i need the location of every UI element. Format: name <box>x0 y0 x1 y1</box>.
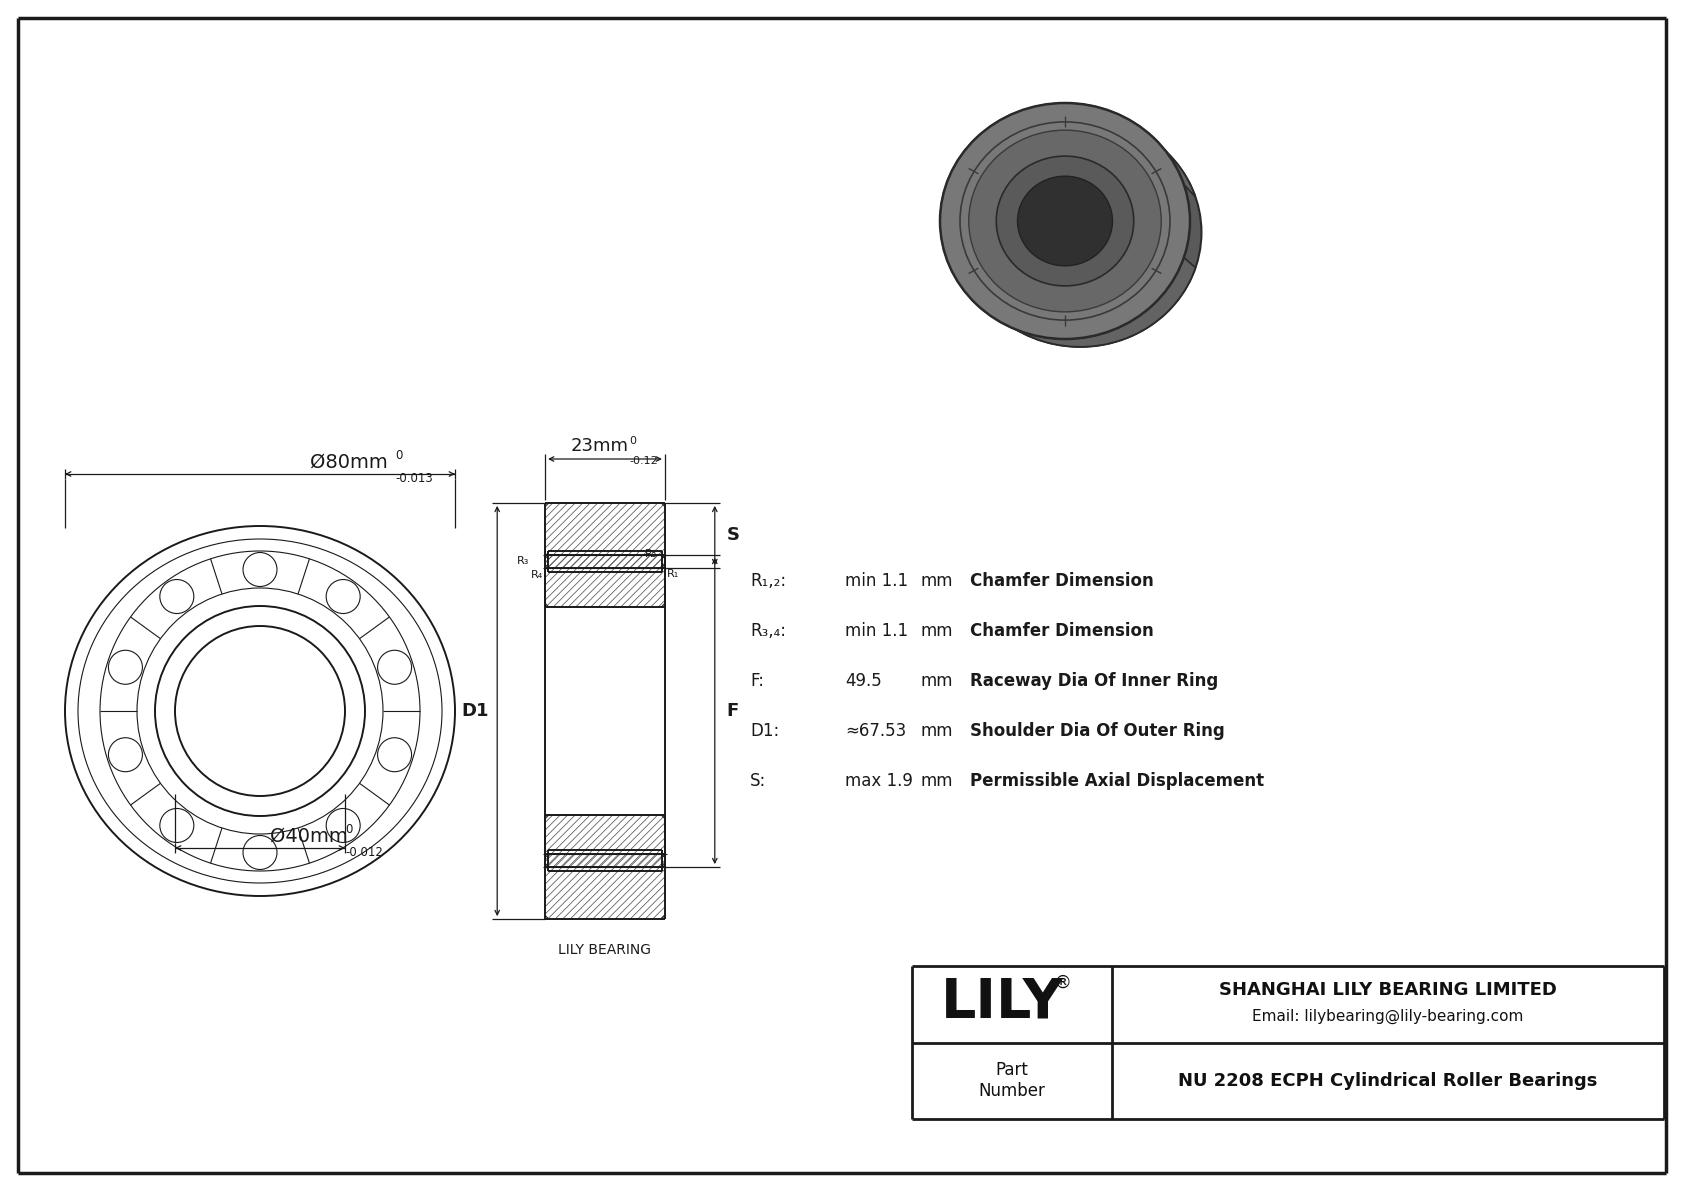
Text: Email: lilybearing@lily-bearing.com: Email: lilybearing@lily-bearing.com <box>1253 1009 1524 1024</box>
Text: 49.5: 49.5 <box>845 672 882 690</box>
Text: mm: mm <box>919 672 953 690</box>
Text: Chamfer Dimension: Chamfer Dimension <box>970 622 1154 640</box>
Text: R₄: R₄ <box>530 570 544 580</box>
Text: LILY BEARING: LILY BEARING <box>559 943 652 958</box>
Polygon shape <box>940 102 1196 347</box>
Text: R₁,₂:: R₁,₂: <box>749 572 786 590</box>
Text: mm: mm <box>919 772 953 790</box>
Text: Chamfer Dimension: Chamfer Dimension <box>970 572 1154 590</box>
Text: 0: 0 <box>345 823 352 836</box>
Text: F: F <box>727 701 739 721</box>
Text: min 1.1: min 1.1 <box>845 572 908 590</box>
Ellipse shape <box>958 118 1201 347</box>
Text: mm: mm <box>919 722 953 740</box>
Ellipse shape <box>940 102 1191 339</box>
Text: -0.013: -0.013 <box>396 472 433 485</box>
Ellipse shape <box>1017 176 1113 266</box>
Text: R₃,₄:: R₃,₄: <box>749 622 786 640</box>
Text: ≈67.53: ≈67.53 <box>845 722 906 740</box>
Text: min 1.1: min 1.1 <box>845 622 908 640</box>
Text: R₁: R₁ <box>667 569 679 579</box>
Text: Ø40mm: Ø40mm <box>269 827 349 846</box>
Text: max 1.9: max 1.9 <box>845 772 913 790</box>
Text: S: S <box>727 526 739 544</box>
Ellipse shape <box>968 130 1162 312</box>
Text: mm: mm <box>919 572 953 590</box>
Text: Permissible Axial Displacement: Permissible Axial Displacement <box>970 772 1265 790</box>
Ellipse shape <box>997 156 1133 286</box>
Text: R₃: R₃ <box>517 556 529 566</box>
Text: Raceway Dia Of Inner Ring: Raceway Dia Of Inner Ring <box>970 672 1218 690</box>
Text: -0.12: -0.12 <box>630 456 658 466</box>
Text: Part
Number: Part Number <box>978 1061 1046 1100</box>
Text: SHANGHAI LILY BEARING LIMITED: SHANGHAI LILY BEARING LIMITED <box>1219 981 1558 999</box>
Text: LILY: LILY <box>941 975 1063 1029</box>
Text: 23mm: 23mm <box>571 437 630 455</box>
Text: NU 2208 ECPH Cylindrical Roller Bearings: NU 2208 ECPH Cylindrical Roller Bearings <box>1179 1072 1598 1090</box>
Text: F:: F: <box>749 672 765 690</box>
Text: S:: S: <box>749 772 766 790</box>
Text: Shoulder Dia Of Outer Ring: Shoulder Dia Of Outer Ring <box>970 722 1224 740</box>
Text: mm: mm <box>919 622 953 640</box>
Text: ®: ® <box>1052 973 1071 991</box>
Text: R₂: R₂ <box>645 549 657 559</box>
Text: D1:: D1: <box>749 722 780 740</box>
Text: D1: D1 <box>461 701 488 721</box>
Text: Ø80mm: Ø80mm <box>310 453 387 472</box>
Text: -0.012: -0.012 <box>345 846 382 859</box>
Text: 0: 0 <box>630 436 637 445</box>
Text: 0: 0 <box>396 449 402 462</box>
